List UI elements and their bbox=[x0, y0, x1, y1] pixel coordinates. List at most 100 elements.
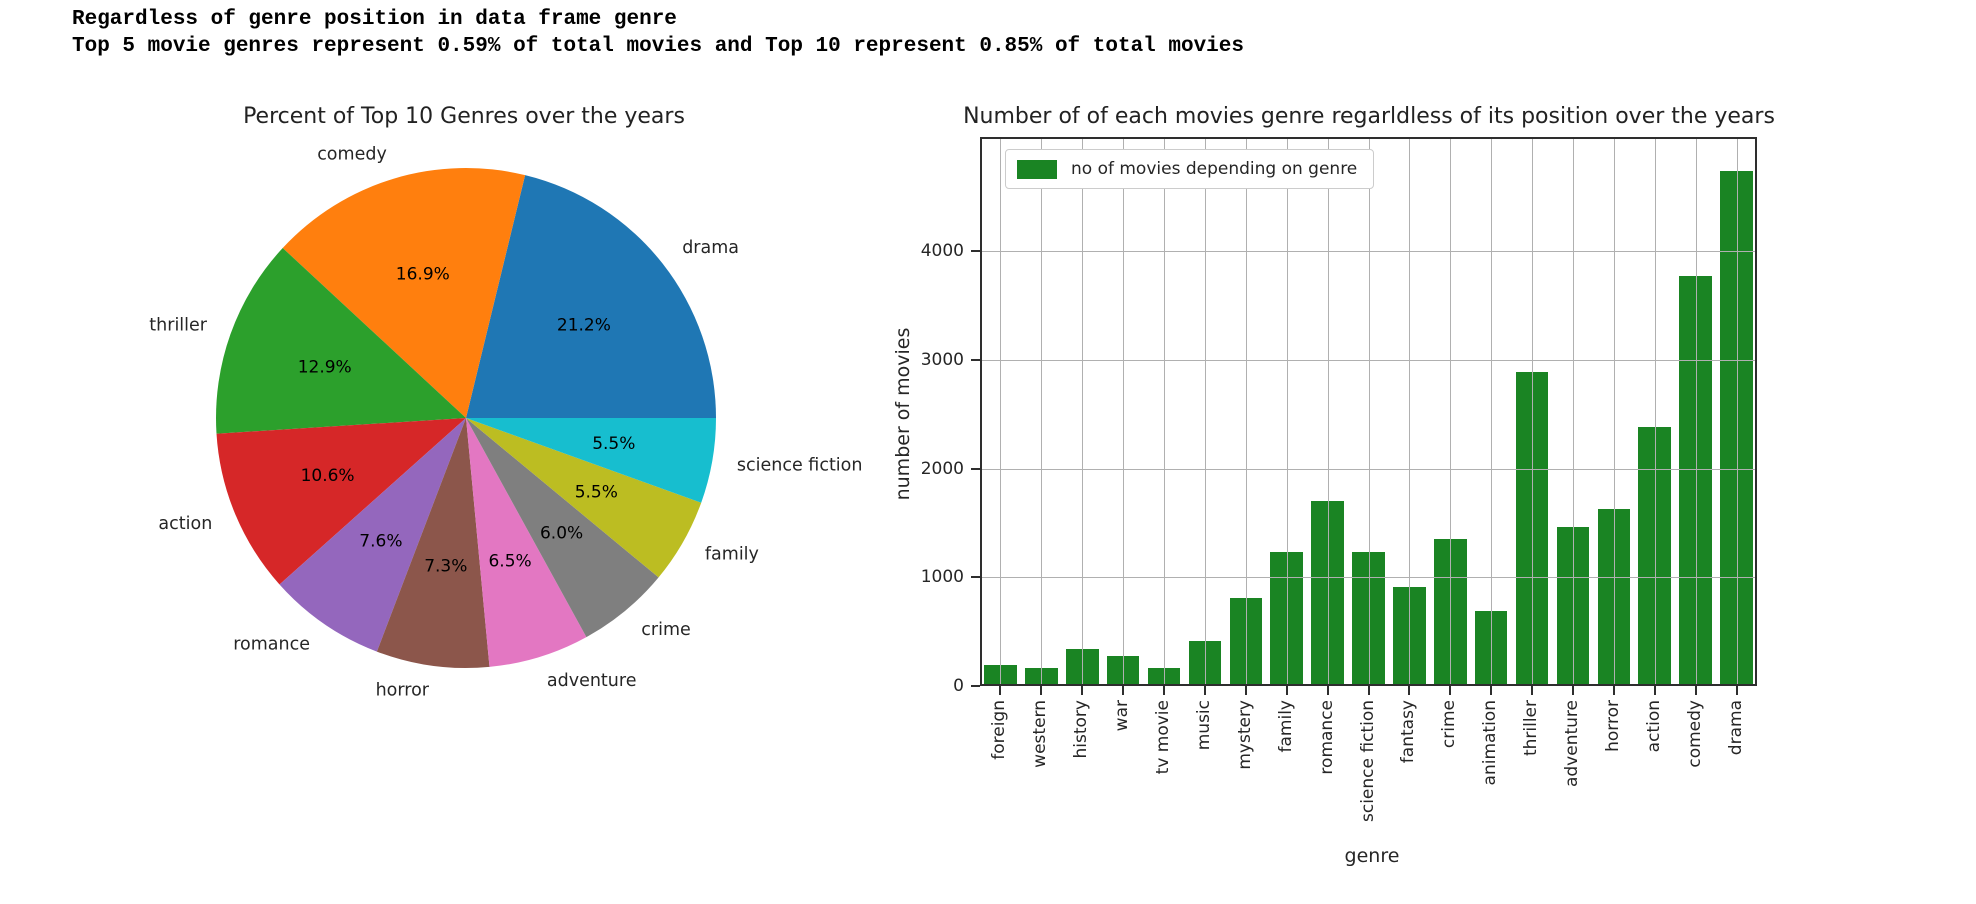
pie-label-horror: horror bbox=[376, 681, 430, 701]
gridline-vertical bbox=[1491, 137, 1493, 686]
pie-label-comedy: comedy bbox=[317, 145, 387, 165]
xtick-label-horror: horror bbox=[1603, 700, 1624, 752]
pie-title: Percent of Top 10 Genres over the years bbox=[243, 104, 685, 129]
gridline-vertical bbox=[1695, 137, 1697, 686]
xtick-label-romance: romance bbox=[1316, 700, 1337, 775]
y-tick bbox=[971, 685, 980, 687]
pie-label-romance: romance bbox=[233, 635, 310, 655]
x-tick bbox=[1449, 686, 1452, 695]
xtick-label-comedy: comedy bbox=[1684, 700, 1705, 768]
pie-slice-adventure bbox=[466, 418, 587, 667]
ytick-label-3000: 3000 bbox=[920, 349, 964, 370]
bar-crime bbox=[1433, 539, 1467, 686]
bar-legend: no of movies depending on genre bbox=[1005, 149, 1375, 189]
y-tick bbox=[971, 576, 980, 579]
gridline-horizontal bbox=[980, 577, 1757, 579]
gridline-vertical bbox=[1327, 137, 1329, 686]
x-tick bbox=[1367, 686, 1370, 695]
xtick-label-mystery: mystery bbox=[1235, 700, 1256, 770]
pie-pct-family: 5.5% bbox=[575, 482, 618, 502]
xtick-label-music: music bbox=[1194, 700, 1215, 751]
bar-y-axis-label: number of movies bbox=[892, 327, 914, 501]
bar-science-fiction bbox=[1352, 552, 1385, 686]
bar-adventure bbox=[1556, 527, 1590, 686]
x-tick bbox=[1285, 686, 1288, 695]
pie-slice-family bbox=[466, 418, 702, 578]
pie-pct-horror: 7.3% bbox=[424, 557, 467, 577]
pie-pct-crime: 6.0% bbox=[540, 524, 583, 544]
gridline-vertical bbox=[1041, 137, 1043, 686]
ytick-label-4000: 4000 bbox=[920, 241, 964, 261]
bar-title: Number of of each movies genre regarldle… bbox=[963, 104, 1775, 129]
y-tick bbox=[971, 358, 980, 361]
pie-pct-action: 10.6% bbox=[301, 466, 355, 486]
x-tick bbox=[1612, 686, 1615, 695]
bar-plot-area: no of movies depending on genre foreign w… bbox=[921, 137, 1757, 822]
gridline-vertical bbox=[1613, 137, 1615, 686]
pie-label-action: action bbox=[158, 514, 212, 534]
gridline-vertical bbox=[1164, 137, 1165, 686]
gridline-vertical bbox=[1450, 137, 1452, 686]
x-tick bbox=[1122, 686, 1125, 695]
xtick-label-thriller: thriller bbox=[1521, 700, 1542, 757]
x-tick bbox=[1244, 686, 1247, 695]
x-tick bbox=[1081, 686, 1084, 695]
gridline-horizontal bbox=[980, 359, 1757, 361]
pie-slice-drama bbox=[466, 175, 716, 418]
pie-pct-drama: 21.2% bbox=[557, 315, 611, 335]
pie-slice-crime bbox=[466, 418, 659, 638]
pie-slice-horror bbox=[376, 418, 490, 669]
x-tick bbox=[999, 686, 1002, 695]
gridline-vertical bbox=[1082, 137, 1084, 686]
gridline-vertical bbox=[1286, 137, 1288, 686]
bar-thriller bbox=[1515, 371, 1549, 686]
bar-animation bbox=[1474, 611, 1508, 686]
x-tick bbox=[1408, 686, 1411, 695]
xtick-label-action: action bbox=[1644, 700, 1665, 753]
x-tick bbox=[1163, 686, 1165, 695]
pie-label-thriller: thriller bbox=[149, 316, 208, 336]
header-line-2: Top 5 movie genres represent 0.59% of to… bbox=[72, 35, 1244, 58]
gridline-vertical bbox=[1532, 137, 1534, 686]
legend-swatch-green bbox=[1017, 159, 1057, 179]
ytick-label-2000: 2000 bbox=[920, 458, 964, 479]
gridline-vertical bbox=[1368, 137, 1370, 686]
bar-romance bbox=[1311, 501, 1344, 686]
ytick-label-1000: 1000 bbox=[920, 567, 964, 588]
gridline-vertical bbox=[1204, 137, 1206, 686]
header-line-1: Regardless of genre position in data fra… bbox=[72, 8, 677, 31]
bar-horror bbox=[1597, 508, 1631, 686]
x-tick bbox=[1490, 686, 1493, 695]
xtick-label-history: history bbox=[1071, 700, 1092, 759]
pie-label-crime: crime bbox=[641, 620, 691, 640]
pie-pct-science-fiction: 5.5% bbox=[592, 434, 635, 454]
bar-comedy bbox=[1679, 276, 1712, 686]
ytick-label-0: 0 bbox=[953, 676, 964, 696]
gridline-vertical bbox=[1736, 137, 1738, 686]
pie-label-drama: drama bbox=[682, 238, 739, 258]
bar-fantasy bbox=[1393, 586, 1426, 686]
xtick-label-western: western bbox=[1030, 700, 1051, 768]
gridline-vertical bbox=[1123, 137, 1125, 686]
x-tick bbox=[1572, 686, 1574, 695]
pie-label-science-fiction: science fiction bbox=[737, 455, 863, 475]
pie-slice-science-fiction bbox=[466, 418, 716, 503]
x-tick bbox=[1653, 686, 1656, 695]
bar-x-axis-label: genre bbox=[1344, 845, 1400, 867]
gridline-vertical bbox=[1409, 137, 1411, 686]
pie-pct-thriller: 12.9% bbox=[298, 358, 352, 378]
xtick-label-tv-movie: tv movie bbox=[1153, 700, 1174, 775]
x-tick bbox=[1326, 686, 1329, 695]
gridline-horizontal bbox=[980, 251, 1757, 252]
x-tick bbox=[1203, 686, 1206, 695]
xtick-label-adventure: adventure bbox=[1562, 700, 1583, 788]
pie-slice-action bbox=[216, 418, 466, 585]
x-tick bbox=[1531, 686, 1534, 695]
gridline-horizontal bbox=[980, 468, 1757, 470]
x-tick bbox=[1694, 686, 1697, 695]
xtick-label-fantasy: fantasy bbox=[1398, 700, 1419, 764]
xtick-label-family: family bbox=[1275, 700, 1296, 753]
pie-label-family: family bbox=[705, 544, 759, 564]
xtick-label-war: war bbox=[1112, 700, 1133, 732]
